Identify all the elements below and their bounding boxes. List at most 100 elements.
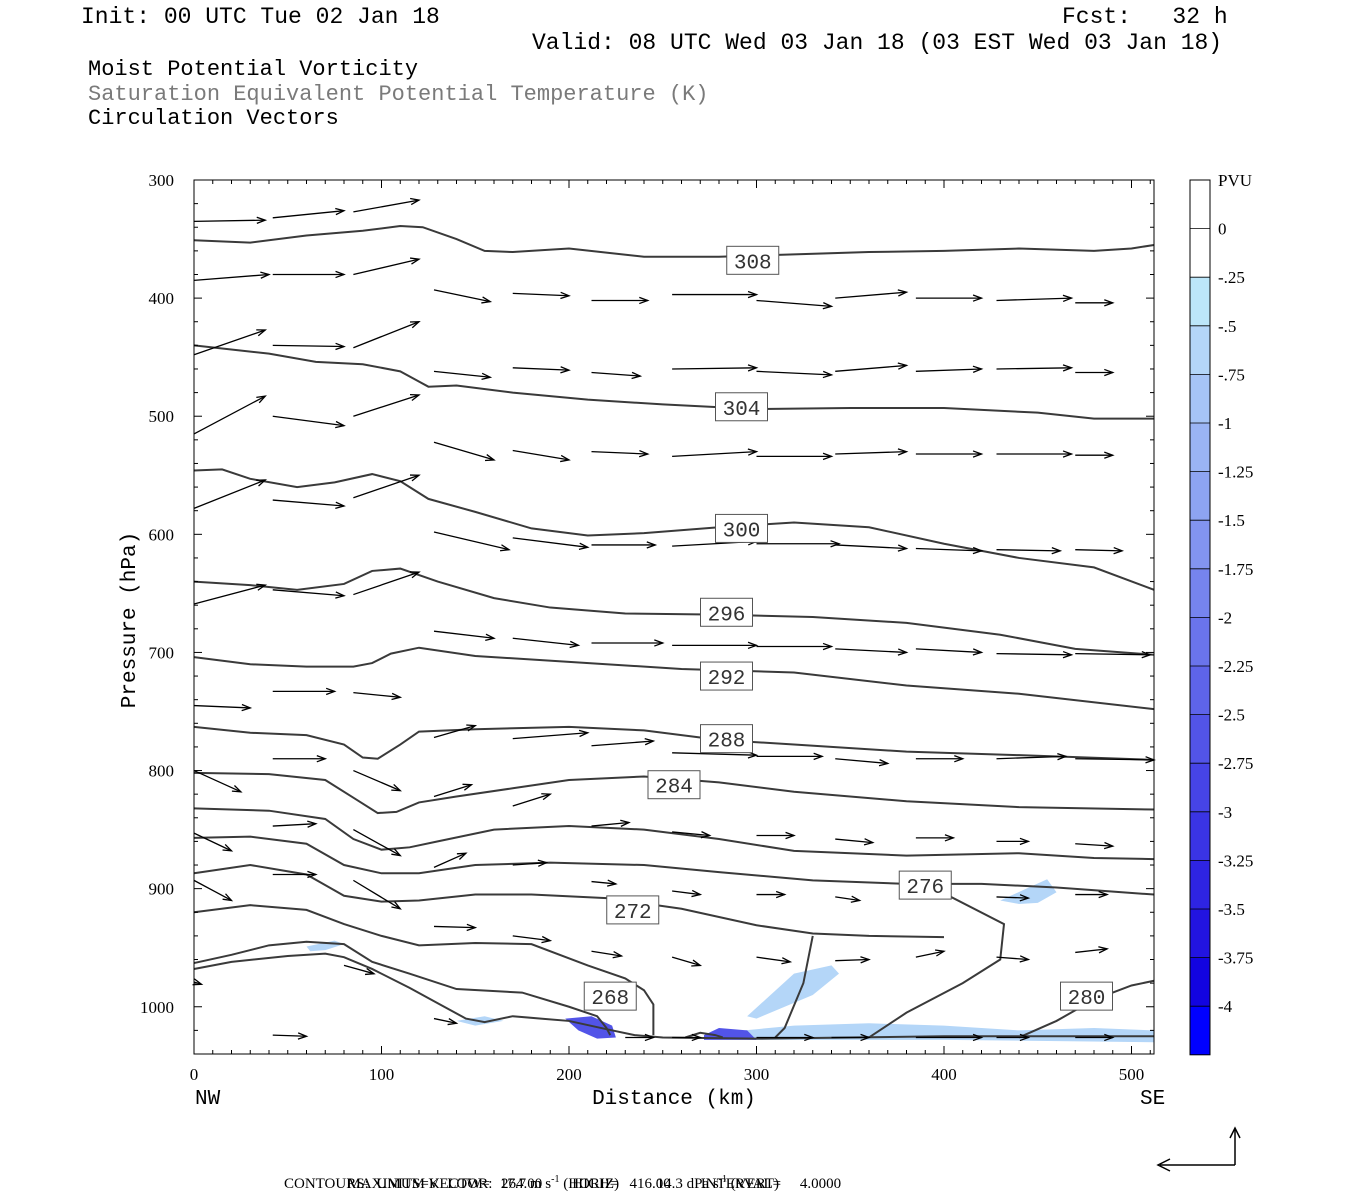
circulation-vectors xyxy=(192,197,1156,1042)
circulation-vector-13 xyxy=(996,294,1074,303)
colorbar-label-8: -2 xyxy=(1218,608,1232,627)
circulation-vector-88 xyxy=(272,820,318,828)
y-axis: 300 400 500 600 700 800 900 1000 xyxy=(140,171,1154,1055)
circulation-vector-117 xyxy=(756,1033,815,1042)
circulation-vector-66 xyxy=(433,724,478,739)
circulation-vector-29 xyxy=(353,393,421,417)
y-tick-label-600: 600 xyxy=(149,525,175,544)
circulation-vector-22 xyxy=(756,370,834,379)
circulation-vector-120 xyxy=(996,1033,1031,1042)
circulation-vector-97 xyxy=(996,894,1031,902)
circulation-vector-75 xyxy=(193,769,243,793)
circulation-vector-15 xyxy=(193,329,268,356)
circulation-vector-25 xyxy=(996,364,1074,372)
circulation-vector-38 xyxy=(1075,451,1115,459)
circulation-vector-11 xyxy=(835,289,909,299)
circulation-vector-92 xyxy=(591,879,618,887)
mpv-region-6 xyxy=(704,1028,757,1040)
circulation-vector-59 xyxy=(835,648,909,656)
colorbar-swatch-16 xyxy=(1190,957,1210,1007)
circulation-vector-83 xyxy=(835,838,875,846)
circulation-vector-57 xyxy=(672,641,759,650)
contour-label-272: 272 xyxy=(606,895,660,925)
circulation-vector-112 xyxy=(272,1032,309,1040)
circulation-vector-91 xyxy=(512,859,549,867)
vert-unit-exponent: -1 xyxy=(718,1174,728,1185)
circulation-vector-40 xyxy=(272,499,346,509)
circulation-vector-64 xyxy=(272,687,337,696)
circulation-vector-109 xyxy=(996,955,1031,963)
isentrope-contours xyxy=(193,225,1155,1040)
circulation-vector-44 xyxy=(591,541,658,549)
mpv-shading xyxy=(306,879,1154,1043)
mpv-region-3 xyxy=(1000,879,1057,905)
circulation-vector-34 xyxy=(756,452,834,461)
colorbar-swatch-13 xyxy=(1190,811,1210,861)
y-tick-label-800: 800 xyxy=(149,762,175,781)
circulation-vector-102 xyxy=(433,923,478,932)
colorbar-label-6: -1.5 xyxy=(1218,511,1245,530)
x-tick-label-100: 100 xyxy=(369,1065,395,1084)
circulation-vector-1 xyxy=(272,207,346,219)
circulation-vector-9 xyxy=(672,290,759,299)
circulation-vector-35 xyxy=(835,448,909,456)
circulation-vector-101 xyxy=(353,879,402,910)
circulation-vector-99 xyxy=(193,879,234,902)
circulation-vector-107 xyxy=(835,956,871,964)
colorbar-label-2: -.5 xyxy=(1218,317,1236,336)
colorbar: 0 -.25 -.5 -.75 -1 -1.25 -1.5 -1.75 -2 -2.25 -2.5 -… xyxy=(1189,179,1253,1056)
circulation-vector-103 xyxy=(512,935,553,944)
contours-info-line: CONTOURS: UNITS=K LOW= 264.00 HIGH= 416.… xyxy=(284,1176,842,1192)
circulation-vector-24 xyxy=(915,365,984,373)
circulation-vector-113 xyxy=(343,964,376,976)
colorbar-swatch-7 xyxy=(1190,520,1210,569)
circulation-vector-19 xyxy=(512,366,571,374)
colorbar-label-12: -3 xyxy=(1218,803,1232,822)
y-tick-label-1000: 1000 xyxy=(140,998,174,1017)
mpv-region-5 xyxy=(565,1016,616,1039)
circulation-vector-105 xyxy=(671,956,703,967)
field-title-mpv: Moist Potential Vorticity xyxy=(88,57,419,82)
circulation-vector-17 xyxy=(353,321,421,349)
isentrope-11 xyxy=(193,940,612,1036)
circulation-vector-70 xyxy=(756,752,825,761)
y-tick-label-700: 700 xyxy=(149,643,175,662)
circulation-vector-37 xyxy=(996,450,1074,458)
svg-text:296: 296 xyxy=(708,604,746,627)
svg-text:300: 300 xyxy=(723,520,761,543)
circulation-vector-76 xyxy=(272,755,328,763)
circulation-vector-118 xyxy=(831,1033,871,1042)
colorbar-swatch-1 xyxy=(1190,228,1210,278)
colorbar-title: PVU xyxy=(1218,171,1252,190)
circulation-vector-36 xyxy=(915,450,984,458)
circulation-vector-73 xyxy=(996,752,1068,761)
circulation-vector-80 xyxy=(591,819,631,827)
plot-frame xyxy=(193,179,1155,1055)
circulation-vector-26 xyxy=(1075,368,1115,377)
circulation-vector-21 xyxy=(672,364,759,372)
circulation-vector-32 xyxy=(591,449,650,458)
y-tick-label-500: 500 xyxy=(149,407,175,426)
circulation-vector-108 xyxy=(915,949,946,958)
circulation-vector-27 xyxy=(193,395,267,435)
x-tick-label-400: 400 xyxy=(931,1065,957,1084)
circulation-vector-54 xyxy=(433,630,496,641)
circulation-vector-114 xyxy=(433,1017,459,1026)
colorbar-swatch-10 xyxy=(1190,666,1210,715)
circulation-vector-50 xyxy=(1075,546,1125,555)
circulation-vector-90 xyxy=(433,852,468,868)
circulation-vector-110 xyxy=(1075,946,1110,954)
maximum-vector-line: MAXIMUM VECTOR: 17.7 m s-1 (HORIZ) 14.3 … xyxy=(340,1157,780,1193)
circulation-vector-86 xyxy=(1075,841,1115,850)
svg-text:292: 292 xyxy=(708,668,746,691)
circulation-vector-23 xyxy=(835,362,909,372)
circulation-vector-79 xyxy=(512,793,553,807)
contour-label-284: 284 xyxy=(647,770,701,800)
colorbar-label-3: -.75 xyxy=(1218,365,1245,384)
circulation-vector-51 xyxy=(193,583,268,605)
circulation-vector-52 xyxy=(272,589,346,599)
circulation-vector-94 xyxy=(756,890,787,899)
colorbar-label-11: -2.75 xyxy=(1218,754,1253,773)
colorbar-label-13: -3.25 xyxy=(1218,851,1253,870)
circulation-vector-121 xyxy=(1075,1033,1115,1042)
